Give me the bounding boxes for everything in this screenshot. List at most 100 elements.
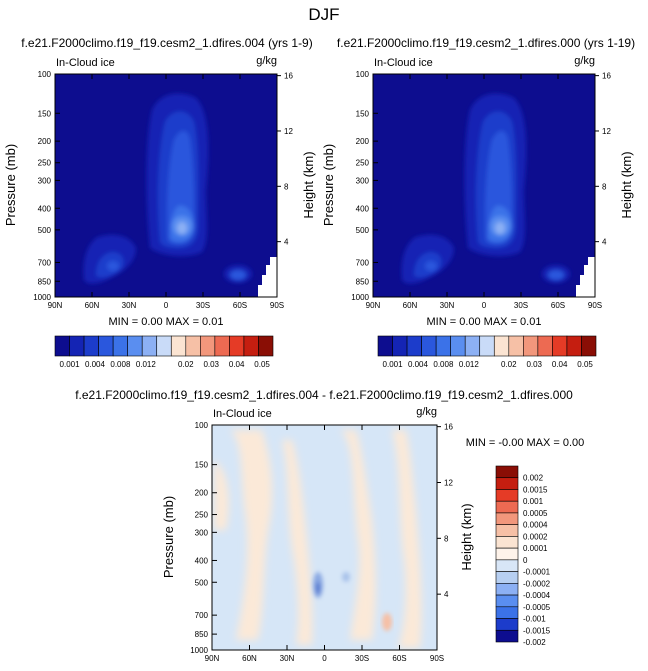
colorbar-label: 0.001 bbox=[523, 497, 544, 506]
stats-label: MIN = 0.00 MAX = 0.01 bbox=[427, 316, 542, 328]
contour-field bbox=[373, 74, 595, 297]
y-tick-label: 400 bbox=[195, 556, 209, 565]
stats-label: MIN = -0.00 MAX = 0.00 bbox=[466, 437, 585, 449]
colorbar-label: 0.002 bbox=[523, 474, 544, 483]
contour-sh-lobe bbox=[542, 265, 570, 283]
anomaly-nh-warm bbox=[230, 430, 273, 640]
contour-sh-2 bbox=[230, 270, 246, 280]
colorbar-swatch bbox=[495, 524, 519, 537]
sh-surface-anomaly bbox=[382, 613, 392, 631]
y-tick-label: 150 bbox=[356, 109, 370, 118]
y-tick-label: 200 bbox=[356, 137, 370, 146]
x-tick-label: 0 bbox=[164, 301, 169, 310]
y-tick-label: 1000 bbox=[33, 293, 51, 302]
axis-ticks: 90N 60N 30N 0 30S 60S 90S 100 150 200 250 300 400 500… bbox=[190, 421, 453, 663]
difference-field bbox=[212, 425, 437, 650]
x-tick-label: 30S bbox=[196, 301, 210, 310]
units-label: g/kg bbox=[574, 55, 595, 67]
left-label: In-Cloud ice bbox=[374, 57, 433, 69]
y-tick-label-right: 12 bbox=[444, 478, 453, 487]
colorbar-swatch bbox=[479, 335, 495, 357]
y-tick-label: 500 bbox=[195, 578, 209, 587]
y-tick-label-right: 4 bbox=[602, 238, 607, 247]
anomaly-upper-warm bbox=[214, 460, 229, 530]
x-tick-label: 90N bbox=[205, 654, 220, 663]
y-tick-label-right: 8 bbox=[444, 534, 449, 543]
colorbar-swatch bbox=[229, 335, 245, 357]
y-tick-label-right: 8 bbox=[602, 182, 607, 191]
colorbar-swatch bbox=[537, 335, 553, 357]
colorbar-label: 0 bbox=[523, 556, 528, 565]
panel-title: f.e21.F2000climo.f19_f19.cesm2_1.dfires.… bbox=[21, 36, 312, 50]
y-tick-label-right: 16 bbox=[284, 72, 293, 81]
colorbar-label: 0.012 bbox=[136, 360, 157, 369]
y-tick-label: 1000 bbox=[190, 646, 208, 655]
panel-difference: f.e21.F2000climo.f19_f19.cesm2_1.dfires.… bbox=[75, 388, 584, 663]
colorbar-swatch bbox=[83, 335, 99, 357]
anomaly-mid-warm bbox=[282, 440, 313, 645]
colorbar-swatch bbox=[435, 335, 451, 357]
colorbar-swatch bbox=[200, 335, 216, 357]
colorbar-swatch bbox=[98, 335, 114, 357]
colorbar-swatch bbox=[523, 335, 539, 357]
colorbar-swatch bbox=[127, 335, 143, 357]
y-tick-label: 150 bbox=[38, 109, 52, 118]
y-tick-label: 500 bbox=[38, 226, 52, 235]
x-tick-label: 30N bbox=[122, 301, 137, 310]
y-tick-label: 850 bbox=[356, 277, 370, 286]
contour-sh-2 bbox=[548, 270, 564, 280]
y-tick-label: 500 bbox=[356, 226, 370, 235]
y-tick-label: 850 bbox=[38, 277, 52, 286]
x-tick-label: 30S bbox=[514, 301, 528, 310]
colorbar-swatch bbox=[508, 335, 524, 357]
x-tick-label: 30N bbox=[440, 301, 455, 310]
y-tick-label: 300 bbox=[356, 176, 370, 185]
colorbar-top-right: 0.001 0.004 0.008 0.012 0.02 0.03 0.04 0.05 bbox=[377, 335, 597, 369]
x-tick-label: 30N bbox=[280, 654, 295, 663]
y-tick-label: 150 bbox=[195, 461, 209, 470]
colorbar-swatch bbox=[464, 335, 481, 357]
contour-nh-3 bbox=[425, 261, 437, 271]
colorbar-swatch bbox=[156, 335, 172, 357]
x-tick-label: 60N bbox=[242, 654, 257, 663]
colorbar-swatch bbox=[406, 335, 422, 357]
positive-anomalies bbox=[214, 430, 422, 648]
colorbar-label: 0.04 bbox=[229, 360, 245, 369]
x-tick-label: 90S bbox=[588, 301, 602, 310]
y-tick-label-right: 4 bbox=[444, 590, 449, 599]
y-tick-label: 400 bbox=[38, 204, 52, 213]
left-label: In-Cloud ice bbox=[56, 57, 115, 69]
y-tick-label: 300 bbox=[195, 528, 209, 537]
negative-anomalies bbox=[313, 572, 350, 598]
x-tick-label: 0 bbox=[322, 654, 327, 663]
contour-nh-3 bbox=[107, 261, 119, 271]
colorbar-label: -0.001 bbox=[523, 615, 546, 624]
y-tick-label-right: 16 bbox=[444, 423, 453, 432]
anomaly-eq-cold-3 bbox=[342, 572, 350, 582]
y-tick-label: 400 bbox=[356, 204, 370, 213]
colorbar-label: 0.0002 bbox=[523, 532, 548, 541]
y-tick-label: 300 bbox=[38, 176, 52, 185]
y-tick-label: 700 bbox=[38, 258, 52, 267]
colorbar-label: 0.012 bbox=[459, 360, 480, 369]
y-tick-label: 250 bbox=[38, 159, 52, 168]
colorbar-swatch bbox=[581, 335, 597, 357]
x-tick-label: 60N bbox=[403, 301, 418, 310]
x-tick-label: 90N bbox=[48, 301, 63, 310]
y-tick-label: 700 bbox=[195, 611, 209, 620]
units-label: g/kg bbox=[256, 55, 277, 67]
contour-nh-lobe bbox=[83, 234, 136, 284]
colorbar-swatch bbox=[495, 594, 519, 608]
y-tick-label: 200 bbox=[38, 137, 52, 146]
colorbar-swatch bbox=[495, 618, 519, 631]
colorbar-swatch bbox=[69, 335, 85, 357]
colorbar-label: 0.001 bbox=[383, 360, 404, 369]
colorbar-label: 0.03 bbox=[203, 360, 219, 369]
panel-title: f.e21.F2000climo.f19_f19.cesm2_1.dfires.… bbox=[75, 388, 573, 402]
colorbar-label: 0.0005 bbox=[523, 509, 548, 518]
y-axis-label-right: Height (km) bbox=[301, 151, 316, 218]
colorbar-label: -0.0005 bbox=[523, 603, 551, 612]
colorbar-label: -0.0004 bbox=[523, 591, 551, 600]
colorbar-swatch bbox=[450, 335, 466, 357]
